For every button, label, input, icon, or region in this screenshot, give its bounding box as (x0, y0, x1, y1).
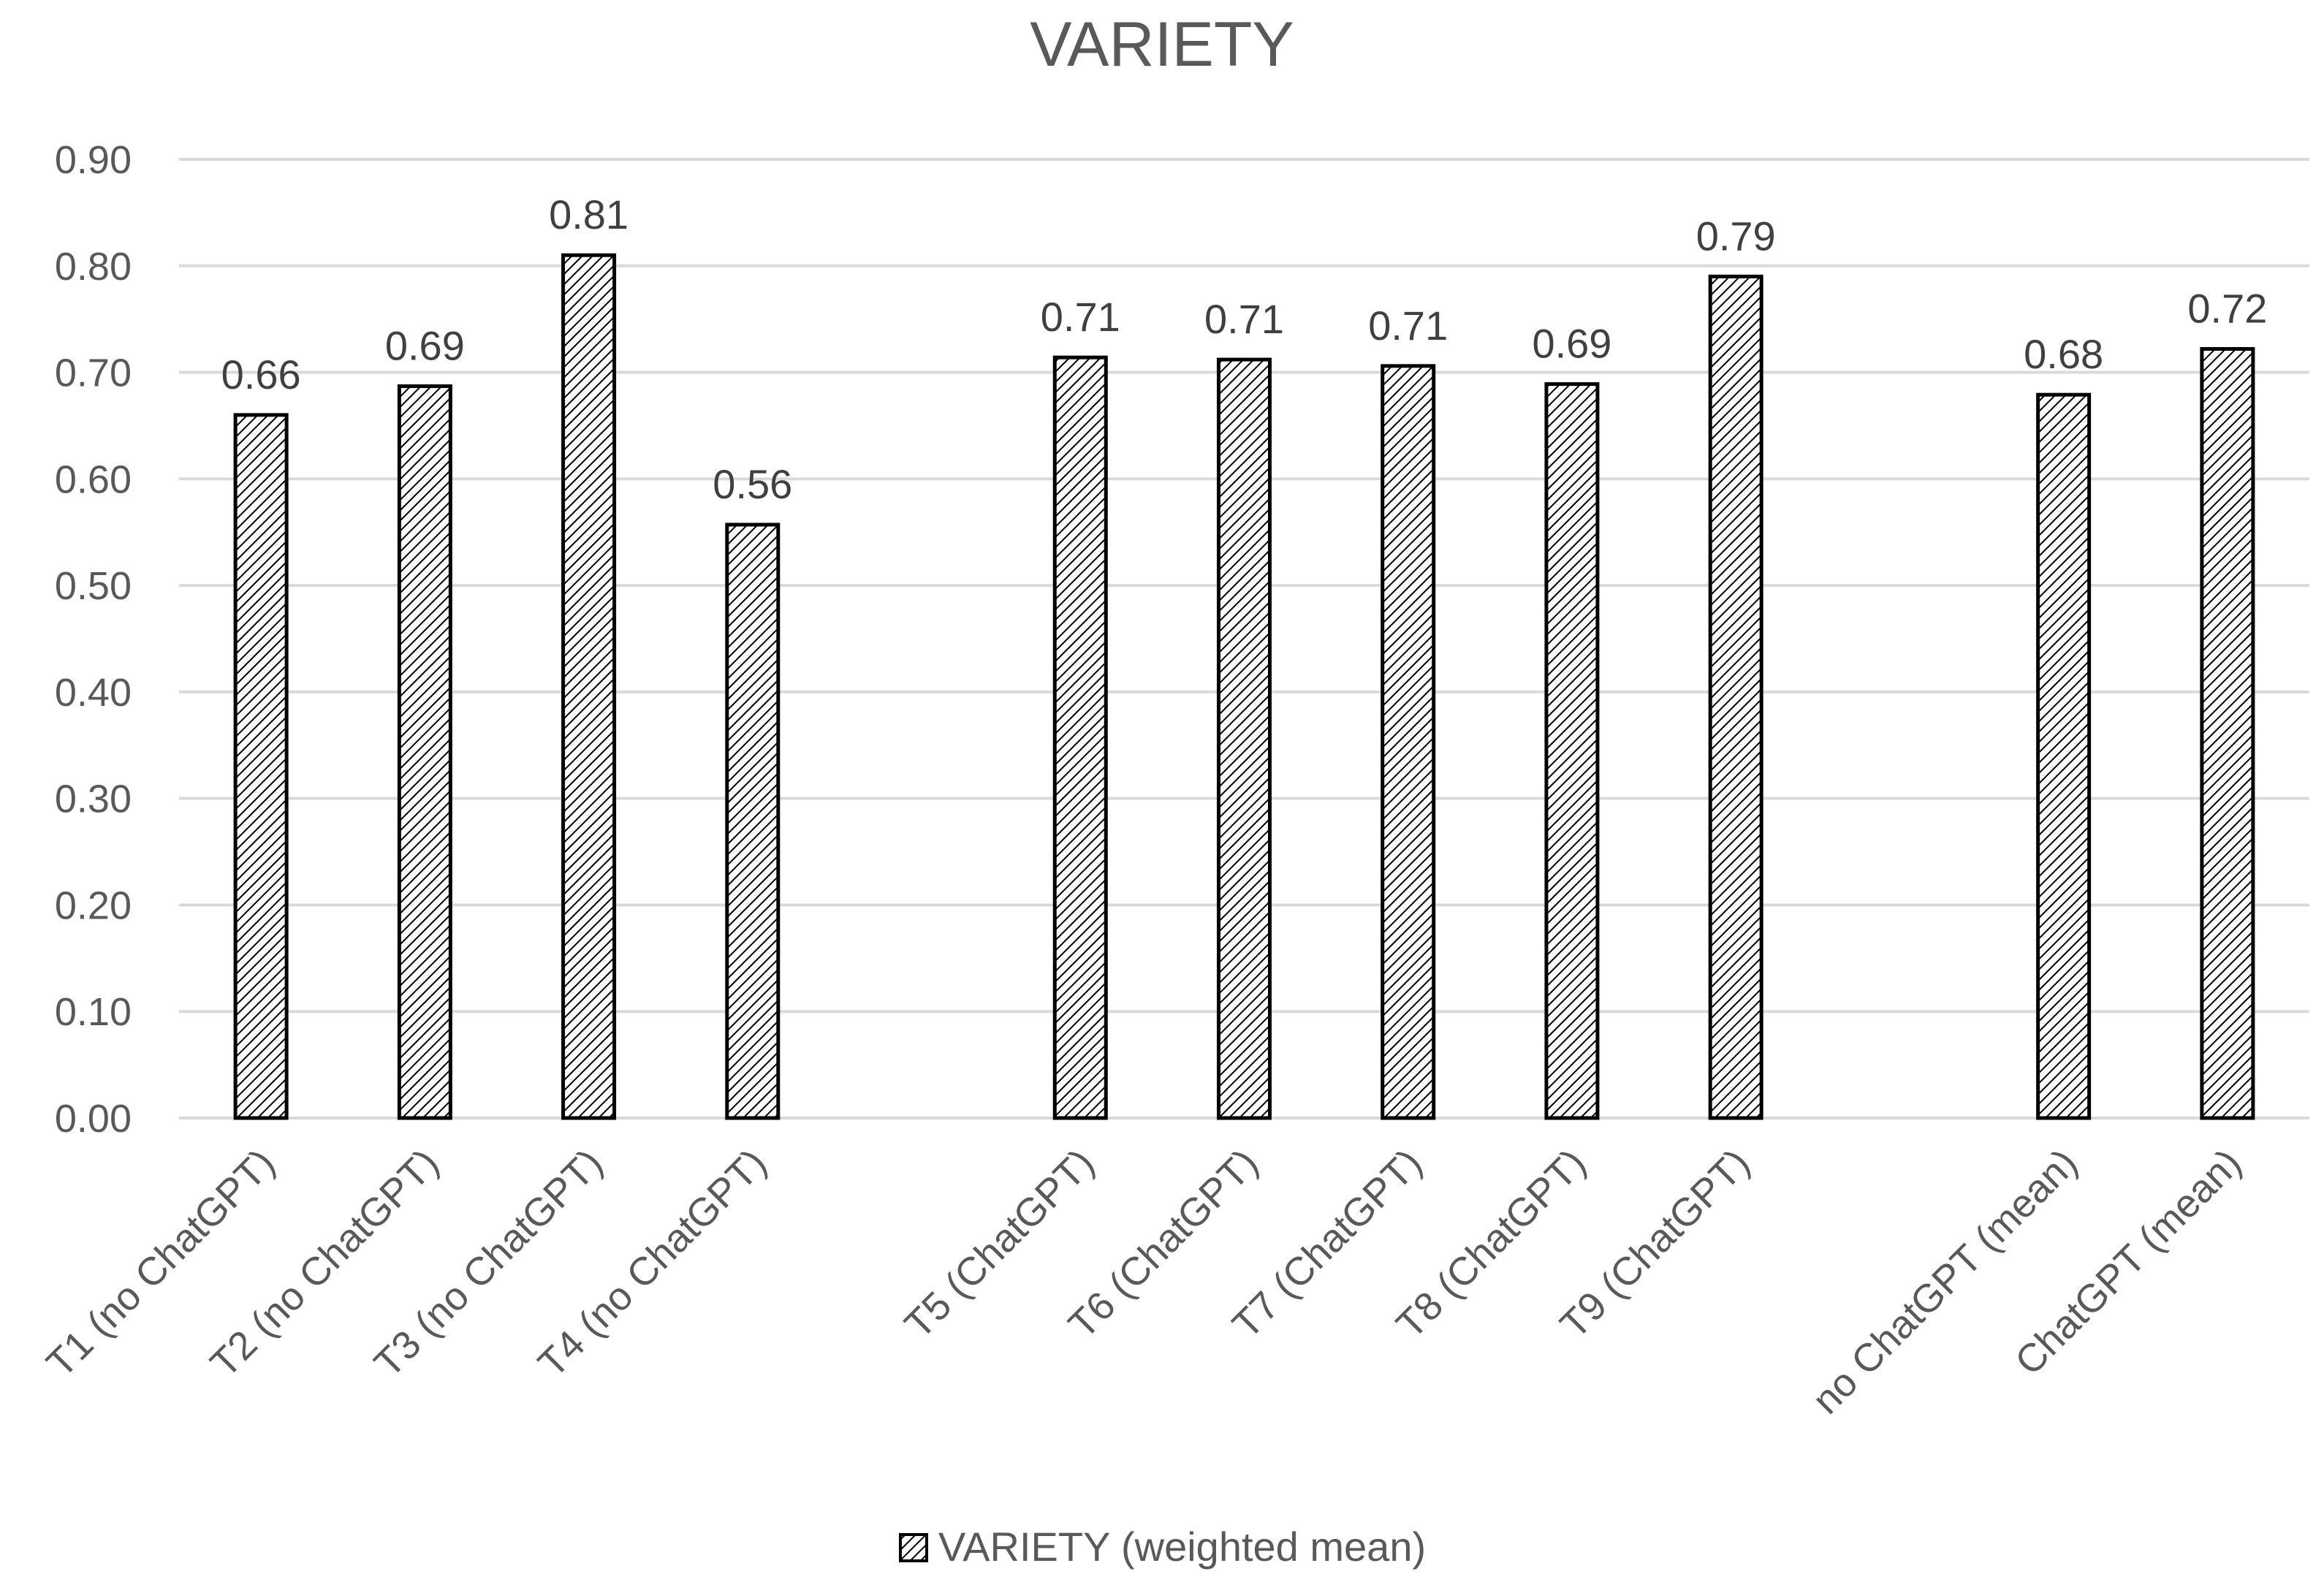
legend-swatch (899, 1533, 928, 1562)
bar (397, 384, 452, 1120)
y-axis-ticks: 0.00 0.10 0.20 0.30 0.40 0.50 0.60 0.70 0.80 0.90 (55, 138, 132, 1141)
data-label: 0.66 (221, 351, 301, 398)
x-tick-label: no ChatGPT (mean) (1804, 1141, 2086, 1423)
legend-label: VARIETY (weighted mean) (938, 1524, 1426, 1570)
y-tick-label: 0.90 (55, 138, 132, 182)
y-tick-label: 0.00 (55, 1097, 132, 1141)
y-tick-label: 0.40 (55, 671, 132, 715)
bar (1381, 364, 1436, 1120)
data-label: 0.71 (1204, 296, 1284, 342)
bar (2200, 346, 2255, 1120)
y-tick-label: 0.30 (55, 778, 132, 821)
y-tick-label: 0.20 (55, 883, 132, 927)
bar (725, 522, 781, 1120)
y-tick-label: 0.10 (55, 990, 132, 1034)
bar (561, 253, 617, 1120)
bars (233, 253, 2255, 1120)
bar (1217, 357, 1272, 1120)
bar (1544, 382, 1600, 1120)
data-label: 0.69 (1532, 321, 1611, 367)
data-label: 0.56 (713, 461, 792, 507)
data-label: 0.81 (549, 191, 629, 237)
y-tick-label: 0.60 (55, 457, 132, 501)
bar (1052, 355, 1108, 1120)
data-label: 0.71 (1368, 303, 1448, 349)
x-axis-labels: T1 (no ChatGPT)T2 (no ChatGPT)T3 (no Cha… (38, 1141, 2249, 1423)
y-tick-label: 0.80 (55, 245, 132, 289)
bar (2036, 392, 2092, 1120)
bar (1708, 274, 1763, 1120)
data-label: 0.69 (385, 323, 465, 369)
y-tick-label: 0.70 (55, 351, 132, 395)
data-label: 0.68 (2024, 331, 2103, 377)
legend: VARIETY (weighted mean) (899, 1524, 1426, 1570)
chart-title: VARIETY (1030, 9, 1294, 80)
y-tick-label: 0.50 (55, 564, 132, 608)
data-label: 0.79 (1696, 213, 1776, 259)
data-labels: 0.66 0.69 0.81 0.56 0.71 0.71 0.71 0.69 0.79 0.68… (221, 191, 2268, 507)
data-label: 0.71 (1041, 294, 1120, 340)
data-label: 0.72 (2187, 285, 2267, 331)
bar (233, 413, 289, 1120)
